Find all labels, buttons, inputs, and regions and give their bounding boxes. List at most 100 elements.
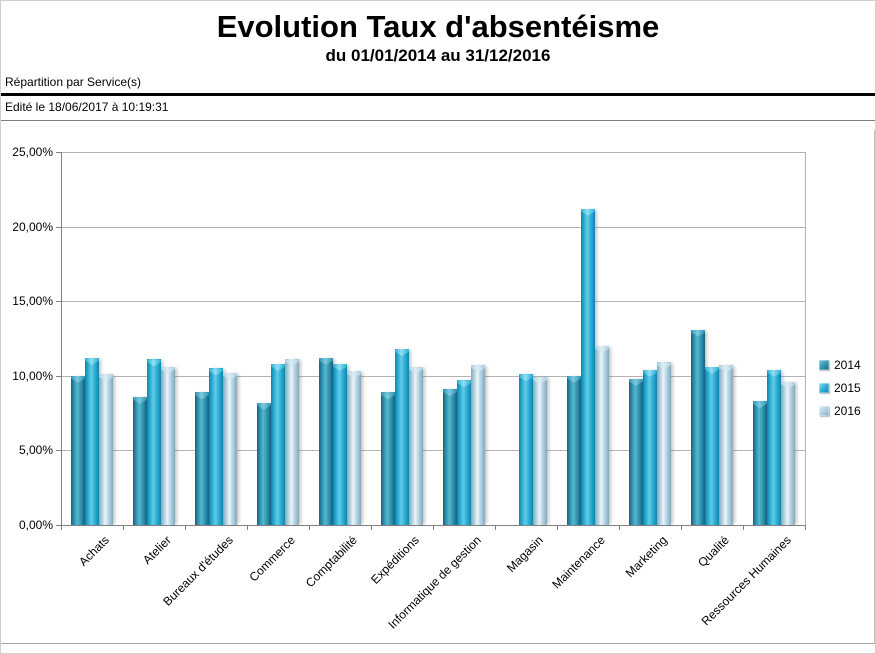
absenteeism-bar-chart: 0,00% 5,00% 10,00% 15,00% 20,00% 25,00% Achats… <box>1 130 875 644</box>
x-axis-label: Maintenance <box>549 533 608 592</box>
x-axis-tick <box>247 526 248 530</box>
y-axis-tick <box>56 301 61 303</box>
bar-top-cap <box>85 357 99 365</box>
bar-top-cap <box>409 366 423 374</box>
x-axis-label: Ressources Humaines <box>698 533 794 629</box>
bar-top-cap <box>595 345 609 353</box>
bar-top-cap <box>99 374 113 382</box>
report-header: Evolution Taux d'absentéisme du 01/01/20… <box>1 1 875 67</box>
y-axis-label: 20,00% <box>12 219 53 234</box>
x-axis-tick <box>557 526 558 530</box>
x-axis-line <box>61 525 806 526</box>
bar-top-cap <box>719 365 733 373</box>
bar-2015 <box>519 374 533 525</box>
plot-right-border <box>805 152 806 525</box>
edited-timestamp: Edité le 18/06/2017 à 10:19:31 <box>5 100 169 114</box>
bar-top-cap <box>333 363 347 371</box>
legend-item-2016: 2016 <box>819 402 861 419</box>
bar-2015 <box>271 363 285 525</box>
bar-top-cap <box>471 365 485 373</box>
bar-top-cap <box>147 359 161 367</box>
bar-top-cap <box>457 380 471 388</box>
bar-2016 <box>223 372 237 525</box>
bar-2014 <box>195 392 209 525</box>
x-axis-label: Comptabilité <box>302 533 360 591</box>
legend-item-2015: 2015 <box>819 379 861 396</box>
bar-2015 <box>767 369 781 525</box>
bar-top-cap <box>381 392 395 400</box>
bar-top-cap <box>519 374 533 382</box>
bar-2016 <box>409 366 423 525</box>
chart-legend: 2014 2015 2016 <box>819 356 861 425</box>
x-axis-tick <box>805 526 806 530</box>
legend-label: 2015 <box>834 380 861 395</box>
bar-top-cap <box>161 366 175 374</box>
bar-2015 <box>85 357 99 525</box>
bar-2016 <box>595 345 609 525</box>
bar-top-cap <box>195 392 209 400</box>
bar-2015 <box>395 348 409 525</box>
bar-2014 <box>71 375 85 525</box>
bar-2014 <box>567 375 581 525</box>
bar-top-cap <box>71 375 85 383</box>
x-axis-label: Qualité <box>695 533 732 570</box>
bar-top-cap <box>643 369 657 377</box>
gridline <box>61 375 805 377</box>
x-axis-label: Expéditions <box>368 533 422 587</box>
y-axis-label: 15,00% <box>12 294 53 309</box>
gridline <box>61 450 805 452</box>
x-axis-tick <box>371 526 372 530</box>
bar-2015 <box>333 363 347 525</box>
y-axis-label: 10,00% <box>12 368 53 383</box>
y-axis-label: 25,00% <box>12 145 53 159</box>
bar-top-cap <box>753 401 767 409</box>
legend-marker-icon <box>819 405 829 416</box>
x-axis-tick <box>681 526 682 530</box>
x-axis-label: Informatique de gestion <box>385 533 484 632</box>
y-axis-tick <box>56 375 61 377</box>
bar-top-cap <box>257 402 271 410</box>
edited-timestamp-row: Edité le 18/06/2017 à 10:19:31 <box>1 96 875 121</box>
bar-top-cap <box>657 362 671 370</box>
x-axis-label: Marketing <box>622 533 670 581</box>
bar-top-cap <box>705 366 719 374</box>
bar-2016 <box>285 359 299 525</box>
bar-top-cap <box>285 359 299 367</box>
bar-2015 <box>643 369 657 525</box>
x-axis-tick <box>743 526 744 530</box>
x-axis-tick <box>619 526 620 530</box>
bar-top-cap <box>209 368 223 376</box>
y-axis-tick <box>56 226 61 228</box>
x-axis-tick <box>495 526 496 530</box>
x-axis-label: Bureaux d'études <box>160 533 236 609</box>
bar-2015 <box>581 208 595 525</box>
bar-2014 <box>319 357 333 525</box>
bar-top-cap <box>629 378 643 386</box>
y-axis-tick <box>56 152 61 153</box>
bar-2014 <box>443 389 457 525</box>
bar-top-cap <box>767 369 781 377</box>
x-axis-tick <box>185 526 186 530</box>
y-axis-line <box>61 152 62 525</box>
bar-2014 <box>381 392 395 525</box>
bar-top-cap <box>271 363 285 371</box>
bar-top-cap <box>395 348 409 356</box>
x-axis-label: Achats <box>76 533 112 569</box>
bar-2016 <box>781 381 795 525</box>
x-axis-label: Atelier <box>139 533 174 567</box>
x-axis-label: Commerce <box>246 533 298 585</box>
bar-top-cap <box>533 377 547 385</box>
bar-2014 <box>133 396 147 525</box>
bar-top-cap <box>319 357 333 365</box>
gridline <box>61 301 805 303</box>
page-title: Evolution Taux d'absentéisme <box>216 9 660 44</box>
bar-top-cap <box>347 371 361 379</box>
bar-2014 <box>257 402 271 525</box>
page-subtitle: du 01/01/2014 au 31/12/2016 <box>325 46 551 65</box>
y-axis-label: 5,00% <box>18 443 53 458</box>
bar-2016 <box>347 371 361 525</box>
legend-marker-icon <box>819 382 829 393</box>
bar-top-cap <box>567 375 581 383</box>
bar-2015 <box>147 359 161 525</box>
